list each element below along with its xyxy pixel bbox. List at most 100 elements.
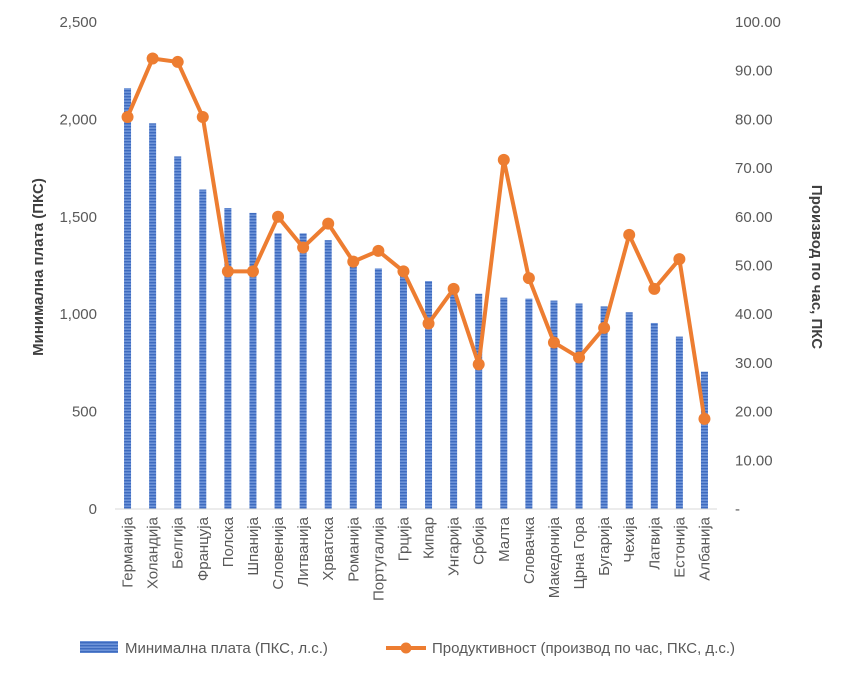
left-tick-label: 500 (72, 404, 97, 421)
bar (224, 208, 232, 509)
line-point (547, 336, 560, 349)
right-tick-label: 10.00 (735, 452, 773, 469)
category-label: Естонија (671, 516, 688, 577)
right-axis-title: Производ по час, ПКС (808, 185, 825, 349)
category-label: Албанија (696, 516, 713, 580)
bar (650, 322, 658, 509)
bar (500, 297, 508, 509)
bar (575, 303, 583, 509)
right-tick-label: 60.00 (735, 209, 773, 226)
category-label: Бугарија (596, 516, 613, 576)
left-tick-label: 1,000 (59, 306, 97, 323)
category-label: Малта (496, 516, 513, 561)
bar (700, 371, 708, 509)
right-tick-label: 90.00 (735, 63, 773, 80)
category-label: Португалија (370, 516, 387, 601)
legend: Минимална плата (ПКС, л.с.) Продуктивнос… (80, 640, 735, 657)
line-point (221, 265, 234, 278)
legend-line-label: Продуктивност (производ по час, ПКС, д.с… (432, 640, 735, 657)
category-label: Унгарија (446, 516, 463, 576)
right-tick-label: 100.00 (735, 14, 781, 31)
category-label: Белгија (170, 516, 187, 569)
line-point (322, 217, 335, 230)
bar (625, 312, 633, 509)
line-point (121, 110, 134, 123)
right-tick-label: - (735, 501, 740, 518)
line-series (121, 52, 711, 425)
left-tick-label: 2,000 (59, 111, 97, 128)
legend-bar-label: Минимална плата (ПКС, л.с.) (125, 640, 328, 657)
category-label: Литванија (295, 516, 312, 586)
right-tick-label: 80.00 (735, 111, 773, 128)
bar (324, 240, 332, 509)
bar (299, 233, 307, 509)
bar (425, 281, 433, 509)
line-point (648, 282, 661, 295)
category-label: Хрватска (320, 516, 337, 580)
right-axis-ticks: - 10.00 20.00 30.00 40.00 50.00 60.00 70.00 80.0… (735, 14, 781, 518)
right-tick-label: 50.00 (735, 258, 773, 275)
line-point (472, 358, 485, 371)
category-label: Словачка (521, 516, 538, 584)
line-point (447, 282, 460, 295)
right-tick-label: 30.00 (735, 355, 773, 372)
category-label: Германија (120, 516, 137, 587)
bar (124, 88, 132, 510)
left-tick-label: 2,500 (59, 14, 97, 31)
bar (450, 288, 458, 509)
bar (675, 336, 683, 509)
right-tick-label: 70.00 (735, 160, 773, 177)
category-label: Француја (195, 516, 212, 581)
category-label: Холандија (145, 516, 162, 589)
bar (475, 293, 483, 509)
left-axis-title: Минимална плата (ПКС) (30, 178, 47, 356)
line-point (698, 412, 711, 425)
bar (525, 298, 533, 509)
category-labels: Германија Холандија Белгија Француја Полска Ш… (120, 516, 714, 601)
category-label: Чехија (621, 516, 638, 562)
left-tick-label: 1,500 (59, 209, 97, 226)
bar (600, 306, 608, 509)
line-point (272, 210, 285, 223)
bar-series (124, 88, 708, 510)
category-label: Грција (395, 516, 412, 561)
bar (274, 233, 282, 509)
category-label: Кипар (421, 517, 438, 559)
line-point (497, 153, 510, 166)
legend-line-marker (400, 642, 412, 654)
line-point (196, 110, 209, 123)
line-point (573, 351, 586, 364)
bar (550, 300, 558, 509)
category-label: Црна Гора (571, 516, 588, 589)
bar (374, 268, 382, 509)
line-point (623, 228, 636, 241)
category-label: Шпанија (245, 516, 262, 575)
line-point (297, 241, 310, 254)
line-point (246, 265, 259, 278)
bar (349, 261, 357, 509)
category-label: Романија (345, 516, 362, 581)
category-label: Словенија (270, 516, 287, 589)
bar (199, 189, 207, 509)
legend-bar-swatch (80, 641, 118, 653)
line-point (372, 244, 385, 257)
line-point (673, 253, 686, 266)
right-tick-label: 20.00 (735, 404, 773, 421)
productivity-line (125, 56, 707, 420)
line-point (598, 321, 611, 334)
category-label: Македонија (546, 516, 563, 598)
left-tick-label: 0 (89, 501, 97, 518)
line-point (171, 55, 184, 68)
bar (249, 212, 257, 510)
category-label: Полска (220, 516, 237, 567)
line-point (522, 272, 535, 285)
bar (174, 156, 182, 510)
category-label: Србија (471, 516, 488, 564)
category-label: Латвија (646, 516, 663, 569)
line-point (397, 265, 410, 278)
right-tick-label: 40.00 (735, 306, 773, 323)
line-point (146, 52, 159, 65)
bar (399, 275, 407, 509)
left-axis-ticks: 0 500 1,000 1,500 2,000 2,500 (59, 14, 97, 518)
